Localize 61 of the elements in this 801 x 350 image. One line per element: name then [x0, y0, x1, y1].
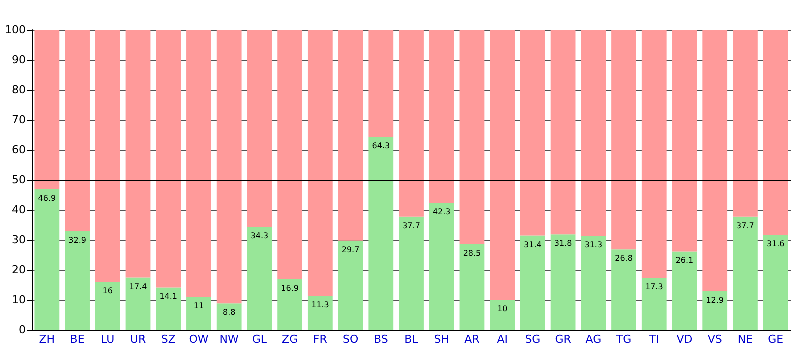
x-tick-label: VD	[676, 333, 693, 346]
data-label: 31.4	[524, 240, 542, 250]
data-label: 12.9	[706, 296, 724, 305]
x-tick-label: SO	[342, 333, 359, 346]
data-label: 28.5	[463, 249, 482, 258]
data-label: 16.9	[281, 284, 299, 293]
data-label: 10	[497, 304, 508, 314]
data-label: 64.3	[372, 142, 390, 151]
x-tick-label: TI	[648, 333, 660, 346]
y-tick-label: 80	[12, 84, 26, 96]
x-tick-label: OW	[189, 333, 209, 346]
data-label: 26.8	[615, 254, 633, 264]
data-label: 26.1	[676, 256, 694, 266]
y-tick-label: 90	[12, 54, 26, 66]
x-tick-label: ZH	[39, 333, 56, 346]
y-tick-label: 40	[12, 204, 26, 216]
x-tick-label: VS	[708, 333, 722, 346]
data-label: 14.1	[160, 292, 178, 302]
data-label: 37.7	[736, 221, 754, 230]
y-tick-label: 30	[12, 234, 26, 246]
data-label: 34.3	[250, 232, 269, 241]
x-tick-label: TG	[615, 333, 632, 346]
y-tick-label: 20	[12, 264, 26, 276]
data-label: 31.8	[554, 239, 572, 248]
data-label: 29.7	[342, 245, 360, 254]
y-tick-label: 50	[12, 174, 26, 186]
x-tick-label: BL	[404, 333, 420, 346]
x-tick-label: GL	[252, 333, 268, 346]
x-tick-label: UR	[130, 333, 146, 346]
x-tick-label: GR	[555, 333, 572, 346]
y-tick-label: 60	[12, 144, 26, 156]
x-tick-label: SG	[525, 333, 541, 346]
x-tick-label: ZG	[282, 333, 298, 346]
x-tick-label: LU	[101, 333, 115, 346]
data-label: 17.4	[129, 282, 148, 292]
x-tick-label: FR	[313, 333, 328, 346]
data-label: 16	[102, 286, 113, 296]
data-label: 31.3	[584, 240, 603, 250]
x-tick-label: AI	[497, 333, 508, 346]
x-tick-label: AG	[586, 333, 602, 346]
x-tick-label: NW	[220, 333, 240, 346]
data-label: 32.9	[68, 236, 86, 245]
x-tick-label: BE	[70, 333, 85, 346]
data-label: 8.8	[222, 308, 236, 318]
y-tick-label: 10	[12, 294, 26, 306]
data-label: 31.6	[766, 240, 785, 249]
x-tick-label: SH	[434, 333, 450, 346]
x-tick-label: AR	[464, 333, 480, 346]
data-label: 11	[194, 302, 204, 310]
y-tick-label: 70	[12, 114, 26, 126]
data-label: 42.3	[432, 208, 451, 217]
x-tick-label: BS	[374, 333, 388, 346]
x-tick-label: NE	[738, 333, 754, 346]
x-tick-label: SZ	[161, 333, 176, 346]
data-label: 11.3	[312, 300, 330, 310]
y-tick-label: 100	[5, 24, 26, 36]
data-label: 37.7	[402, 221, 420, 230]
y-tick-label: 0	[19, 324, 26, 336]
x-tick-label: GE	[768, 333, 784, 346]
data-label: 46.9	[38, 194, 56, 203]
data-label: 17.3	[645, 282, 664, 292]
